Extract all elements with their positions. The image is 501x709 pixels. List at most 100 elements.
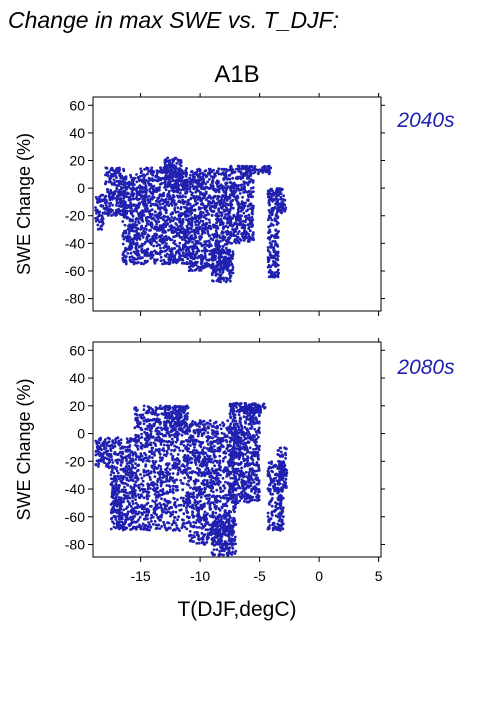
plot-frame xyxy=(92,96,382,312)
scatter-points xyxy=(94,401,289,557)
scatter-point xyxy=(94,463,98,466)
scatter-point xyxy=(142,496,146,500)
scatter-point xyxy=(186,438,190,442)
scatter-point xyxy=(202,173,206,177)
scatter-point xyxy=(272,234,276,238)
scatter-point xyxy=(175,445,179,449)
scatter-point xyxy=(221,268,225,272)
scatter-point xyxy=(250,179,254,182)
scatter-point xyxy=(223,236,227,239)
scatter-point xyxy=(121,252,125,256)
scatter-point xyxy=(217,181,220,185)
scatter-point xyxy=(226,248,229,252)
scatter-point xyxy=(113,479,116,483)
scatter-point xyxy=(138,175,142,178)
scatter-point xyxy=(175,232,179,236)
scatter-point xyxy=(122,500,125,504)
scatter-point xyxy=(198,170,202,173)
plot-frame xyxy=(92,341,382,558)
scatter-point xyxy=(153,259,157,263)
scatter-point xyxy=(149,418,152,422)
scatter-point xyxy=(164,428,168,432)
scatter-point xyxy=(154,411,158,415)
scatter-point xyxy=(249,221,253,225)
scatter-point xyxy=(97,213,101,217)
scatter-point xyxy=(212,444,216,448)
scatter-point xyxy=(189,254,193,258)
scatter-point xyxy=(248,180,252,184)
scatter-point xyxy=(159,404,162,408)
scatter-point xyxy=(146,439,149,443)
scatter-point xyxy=(152,190,156,194)
scatter-point xyxy=(240,232,244,236)
scatter-point xyxy=(169,202,173,206)
scatter-point xyxy=(269,244,273,248)
scatter-point xyxy=(128,258,132,262)
scatter-point xyxy=(163,503,167,507)
scatter-point xyxy=(131,479,135,483)
scatter-point xyxy=(195,178,198,182)
scatter-point xyxy=(139,445,143,449)
scatter-point xyxy=(149,204,153,208)
scatter-point xyxy=(223,204,227,208)
scatter-point xyxy=(181,482,185,485)
scatter-point xyxy=(159,469,163,473)
scatter-point xyxy=(167,479,171,483)
scatter-point xyxy=(153,210,157,214)
scatter-point xyxy=(138,184,142,188)
scatter-point xyxy=(170,424,174,428)
scatter-point xyxy=(188,240,192,243)
scatter-point xyxy=(231,198,235,202)
scatter-point xyxy=(165,252,169,256)
scatter-point xyxy=(123,528,126,531)
scatter-point xyxy=(108,176,111,180)
scatter-point xyxy=(188,436,191,440)
scatter-point xyxy=(231,268,235,271)
scatter-point xyxy=(167,411,171,415)
scatter-point xyxy=(247,232,250,236)
scatter-point xyxy=(153,232,157,236)
scatter-point xyxy=(276,216,280,220)
scatter-point xyxy=(165,238,169,242)
scatter-point xyxy=(126,473,129,477)
scatter-point xyxy=(131,465,135,469)
scatter-point xyxy=(167,204,171,208)
scatter-point xyxy=(164,424,168,428)
scatter-point xyxy=(258,168,262,172)
scatter-point xyxy=(96,200,99,204)
scatter-point xyxy=(166,510,170,513)
scatter-point xyxy=(205,206,208,209)
scatter-point xyxy=(114,475,118,478)
scatter-point xyxy=(269,272,273,276)
scatter-point xyxy=(142,214,146,217)
scatter-point xyxy=(273,256,276,260)
y-tick-label: 20 xyxy=(69,398,85,414)
scatter-point xyxy=(114,171,118,175)
scatter-point xyxy=(224,276,228,280)
scatter-point xyxy=(171,484,175,488)
scatter-point xyxy=(183,501,186,505)
scatter-point xyxy=(129,486,133,490)
scatter-point xyxy=(134,207,137,211)
scatter-point xyxy=(270,218,274,222)
scatter-point xyxy=(242,219,246,223)
scatter-point xyxy=(182,512,186,516)
scatter-point xyxy=(244,201,247,205)
scatter-point xyxy=(208,523,211,527)
y-axis-label: SWE Change (%) xyxy=(14,378,34,520)
scatter-point xyxy=(191,257,195,261)
scatter-point xyxy=(248,218,251,222)
scatter-point xyxy=(141,522,145,526)
scatter-point xyxy=(177,427,181,431)
scatter-point xyxy=(153,471,157,474)
scatter-point xyxy=(167,521,171,525)
scatter-point xyxy=(154,490,158,494)
scatter-point xyxy=(116,471,120,475)
scatter-point xyxy=(109,449,113,452)
scatter-point xyxy=(120,520,124,524)
scatter-point xyxy=(140,503,144,507)
scatter-point xyxy=(150,225,154,229)
scatter-point xyxy=(271,240,275,243)
scatter-point xyxy=(103,461,106,464)
scatter-point xyxy=(163,498,167,501)
